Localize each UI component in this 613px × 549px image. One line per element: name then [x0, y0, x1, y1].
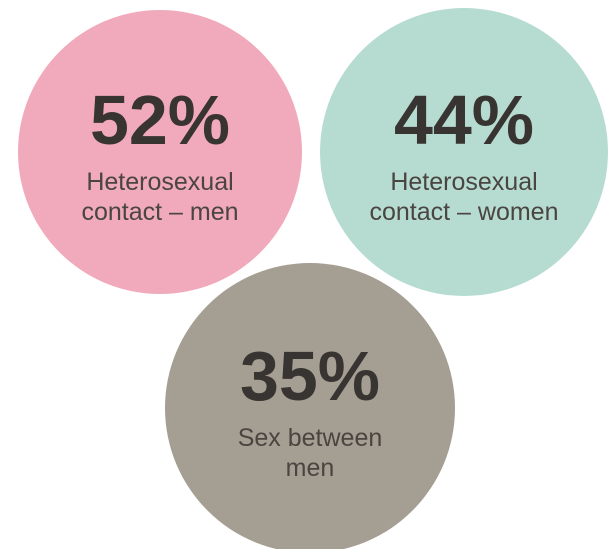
- circle-bg: [320, 8, 608, 296]
- label-line: contact – men: [81, 198, 238, 226]
- circle-bg: [18, 10, 302, 294]
- percent: 52%: [90, 81, 230, 159]
- circle-bg: [165, 263, 455, 549]
- label-line: Heterosexual: [390, 168, 537, 196]
- percent: 35%: [240, 337, 380, 415]
- label-line: Heterosexual: [86, 168, 233, 196]
- label-line: men: [286, 454, 335, 482]
- label-line: contact – women: [370, 198, 559, 226]
- label-line: Sex between: [238, 424, 383, 452]
- percent: 44%: [394, 81, 534, 159]
